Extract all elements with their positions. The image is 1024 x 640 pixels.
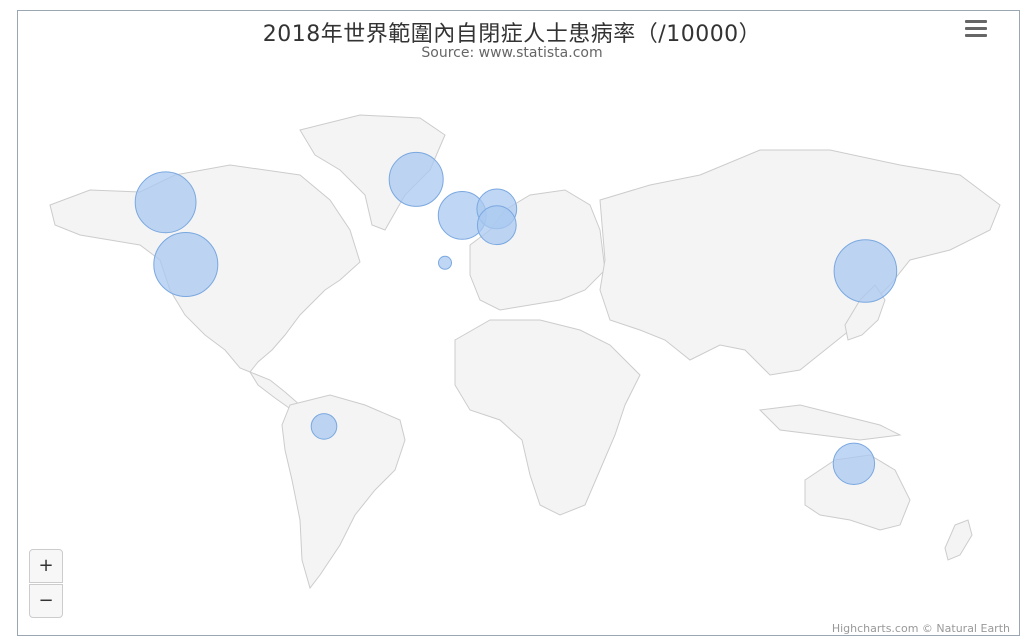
bubble-japan[interactable]: [833, 239, 898, 303]
bubble-australia[interactable]: [832, 442, 876, 485]
menu-bar: [965, 34, 987, 37]
zoom-in-button[interactable]: +: [29, 549, 63, 583]
land-new-zealand: [944, 519, 973, 561]
menu-bar: [965, 27, 987, 30]
credits-link[interactable]: Highcharts.com © Natural Earth: [831, 622, 1010, 635]
zoom-out-button[interactable]: −: [29, 584, 63, 618]
bubble-germany[interactable]: [476, 205, 517, 246]
chart-title: 2018年世界範圍內自閉症人士患病率（/10000）: [262, 22, 762, 47]
bubble-canada[interactable]: [134, 171, 197, 234]
bubble-iceland[interactable]: [388, 151, 444, 207]
bubble-series[interactable]: [134, 151, 898, 485]
bubble-brazil[interactable]: [310, 413, 338, 440]
bubble-portugal[interactable]: [438, 255, 452, 270]
land-asia: [599, 149, 1001, 376]
bubble-united-states[interactable]: [153, 232, 219, 297]
land-greenland: [299, 114, 446, 231]
landmasses: [49, 114, 1001, 590]
land-africa: [454, 319, 641, 516]
chart-subtitle: Source: www.statista.com: [421, 45, 603, 61]
land-indonesia: [758, 404, 902, 441]
menu-bar: [965, 20, 987, 23]
hamburger-menu-icon[interactable]: [962, 16, 990, 44]
land-south-america: [281, 394, 406, 590]
